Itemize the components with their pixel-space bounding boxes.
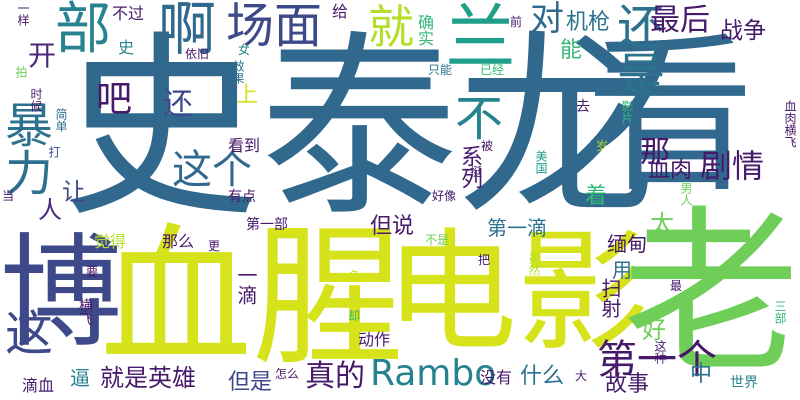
word-diyige: 第一个 xyxy=(597,337,717,383)
word-xuexing: 血腥 xyxy=(100,209,404,386)
word-lao: 老 xyxy=(622,190,800,397)
word-zhe2: 着 xyxy=(585,184,608,209)
word-youdian: 有点 xyxy=(228,189,256,205)
word-yiyang: 一样 xyxy=(16,2,30,26)
word-gei: 给 xyxy=(332,2,349,21)
word-ba: 吧 xyxy=(96,79,133,120)
word-xuerouhengfei: 血肉横飞 xyxy=(783,100,797,148)
word-dui: 对 xyxy=(530,0,564,39)
word-duo: 多 xyxy=(348,269,361,283)
word-shang: 上 xyxy=(236,83,259,108)
word-shi: 史 xyxy=(118,38,135,57)
word-shijie: 世界 xyxy=(730,375,758,391)
word-geng: 更 xyxy=(208,239,221,253)
word-que: 却 xyxy=(348,309,361,323)
word-suiran: 虽然 xyxy=(527,252,541,276)
word-yidi: 一滴 xyxy=(234,265,258,305)
word-jiu: 就 xyxy=(368,0,414,54)
word-jiandan: 简单 xyxy=(54,108,68,132)
word-hai: 还 xyxy=(163,87,193,122)
word-hao: 好 xyxy=(642,316,666,344)
word-shenme: 什么 xyxy=(520,364,565,389)
word-da: 打 xyxy=(47,146,61,158)
word-diyibu: 第一部 xyxy=(246,217,288,233)
word-bei: 被 xyxy=(481,139,494,153)
word-jiqiang: 机枪 xyxy=(566,10,611,35)
word-kandao: 看到 xyxy=(228,136,261,155)
word-hengfei: 横飞 xyxy=(77,298,93,326)
word-miandian: 缅甸 xyxy=(607,232,647,256)
word-rambo: Rambo xyxy=(370,353,497,394)
word-tai: 太 xyxy=(650,210,674,238)
word-xuerou: 血肉 xyxy=(648,158,693,183)
word-juede: 觉得 xyxy=(94,232,127,251)
word-dianying: 电影 xyxy=(385,216,649,370)
word-meiyou: 没有 xyxy=(480,368,513,387)
word-zui: 最 xyxy=(670,279,683,293)
word-zhende: 真的 xyxy=(305,359,365,394)
word-kai: 开 xyxy=(28,39,57,72)
word-queshi: 确实 xyxy=(415,14,434,46)
word-name: 那么 xyxy=(162,232,195,251)
word-zuihou: 最后 xyxy=(650,3,710,38)
word-nanren: 男人 xyxy=(679,182,693,206)
word-xilie: 系列 xyxy=(457,145,482,189)
word-bu2: 不 xyxy=(455,91,504,147)
word-danshuo: 但说 xyxy=(370,214,415,239)
word-zhezhong: 这种 xyxy=(653,340,667,364)
word-rang: 让 xyxy=(62,178,86,206)
word-baoli: 暴力 xyxy=(0,100,52,196)
word-ting: 挺 xyxy=(470,165,483,179)
word-changmian: 场面 xyxy=(226,0,323,54)
word-xiaoguo: 效果 xyxy=(231,60,245,84)
word-diyidi: 第一滴 xyxy=(487,216,547,240)
word-zhanzheng: 战争 xyxy=(720,18,766,44)
word-yijiu: 依旧 xyxy=(185,47,210,61)
word-shitailong: 史泰龙 xyxy=(62,13,656,244)
word-qu: 去 xyxy=(576,99,590,115)
word-dang: 当 xyxy=(2,189,15,203)
word-nv: 女 xyxy=(238,43,251,57)
word-yong: 用 xyxy=(612,258,632,282)
word-zhe: 这 xyxy=(5,306,54,362)
word-juqing: 剧情 xyxy=(700,147,765,185)
word-bushi: 不是 xyxy=(425,233,450,247)
word-gushi: 故事 xyxy=(605,372,650,397)
word-yijing: 已经 xyxy=(480,63,505,77)
word-haoxiang: 好像 xyxy=(432,189,457,203)
word-sanbu: 三部 xyxy=(773,300,787,324)
word-sui: 岁 xyxy=(596,139,609,153)
word-pai: 拍 xyxy=(14,66,28,78)
word-zhong: 中 xyxy=(690,362,713,387)
word-da2: 大 xyxy=(575,369,588,383)
word-na: 那 xyxy=(640,135,670,170)
word-ba2: 把 xyxy=(478,253,491,267)
word-saoshe: 扫射 xyxy=(598,278,622,318)
word-bi: 逼 xyxy=(70,366,90,390)
word-buguo: 不过 xyxy=(112,4,145,23)
word-bu: 部 xyxy=(55,0,111,62)
word-dixue: 滴血 xyxy=(22,376,55,395)
word-shihou: 时候 xyxy=(29,88,43,112)
word-yao: 要 xyxy=(86,265,99,279)
word-haishi: 还是 xyxy=(608,2,664,98)
word-danshi: 但是 xyxy=(228,370,273,395)
word-a: 啊 xyxy=(158,0,217,63)
word-lan: 兰 xyxy=(434,0,516,70)
word-yingpian: 影片 xyxy=(620,100,634,124)
word-zenme: 怎么 xyxy=(275,367,300,381)
word-qian: 前 xyxy=(510,15,523,29)
word-ren: 人 xyxy=(38,196,62,224)
word-zhineng: 只能 xyxy=(428,63,453,77)
word-neng: 能 xyxy=(560,38,583,63)
word-kan: 看 xyxy=(585,18,756,216)
word-dongzuo: 动作 xyxy=(358,330,391,349)
word-bo: 博 xyxy=(0,222,122,364)
word-jiushiyingxiong: 就是英雄 xyxy=(100,364,196,392)
word-meiguo: 美国 xyxy=(534,150,548,174)
word-zhege: 这个 xyxy=(172,147,252,193)
